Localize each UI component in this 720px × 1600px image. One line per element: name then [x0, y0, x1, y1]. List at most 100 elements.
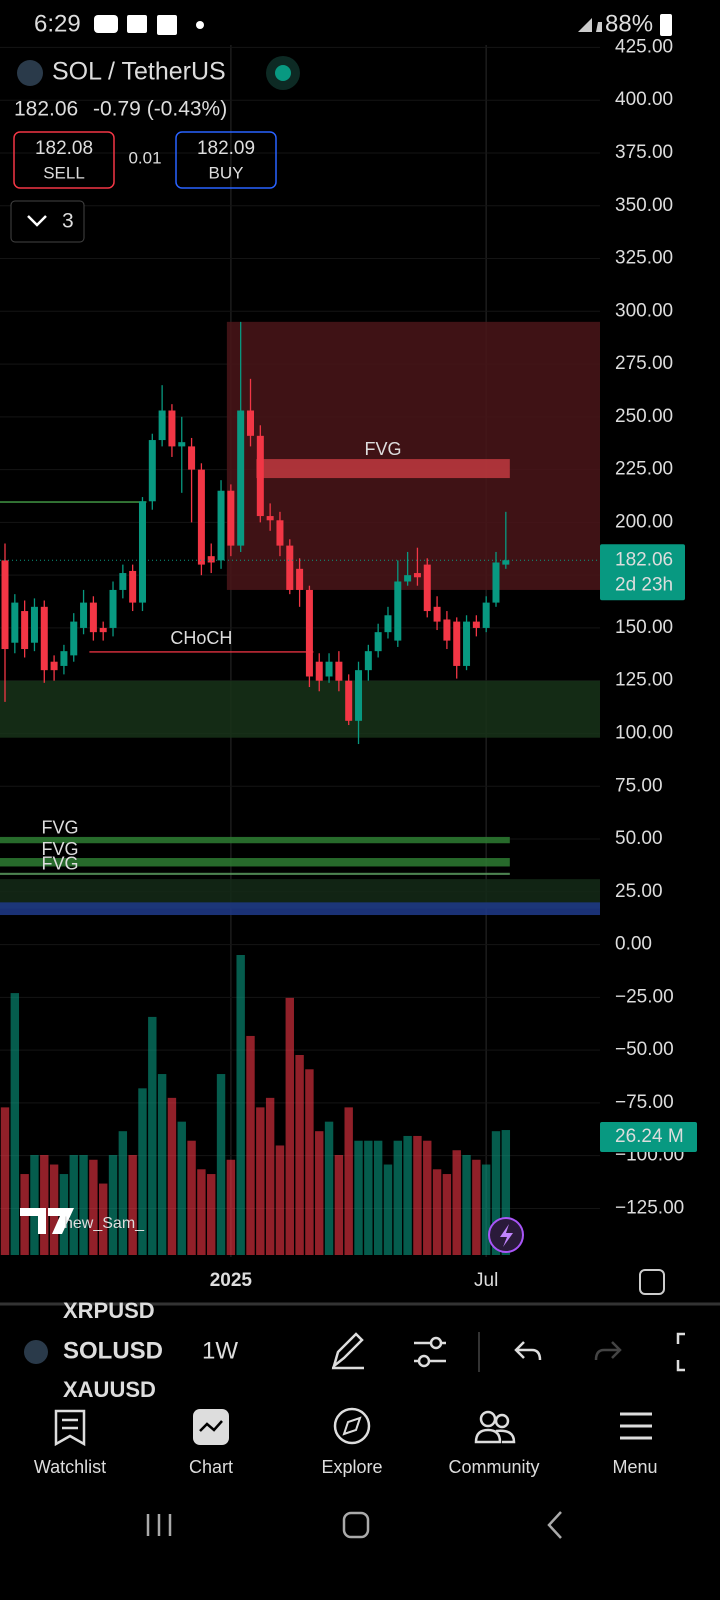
- spread: 0.01: [128, 148, 161, 167]
- fullscreen[interactable]: [676, 1332, 685, 1372]
- volume-bar: [89, 1159, 98, 1255]
- undo[interactable]: [514, 1341, 542, 1361]
- volume-bar: [157, 1074, 167, 1255]
- volume-bar: [383, 1164, 393, 1255]
- candle-body: [1, 560, 9, 650]
- candle-body: [138, 501, 146, 603]
- candle-body: [80, 602, 88, 628]
- y-tick-label: 200.00: [615, 511, 673, 532]
- nav-label[interactable]: Chart: [189, 1457, 233, 1477]
- candle-body: [443, 619, 451, 641]
- volume-bar: [275, 1145, 285, 1255]
- sell-price: 182.08: [35, 138, 93, 159]
- volume-bar: [177, 1121, 186, 1255]
- volume-bar: [501, 1130, 511, 1255]
- zone: [0, 501, 147, 503]
- volume-bar: [344, 1107, 353, 1255]
- volume-bar: [373, 1140, 383, 1255]
- candle-body: [276, 520, 284, 546]
- y-tick-label: 75.00: [615, 775, 663, 796]
- candle-body: [70, 621, 78, 656]
- candle-body: [247, 410, 254, 436]
- buy-price: 182.09: [197, 138, 255, 159]
- back-button[interactable]: [547, 1511, 562, 1539]
- volume-bar: [108, 1155, 118, 1255]
- symbol-picker[interactable]: XRPUSD SOLUSD XAUUSD: [63, 1298, 163, 1402]
- nav-icon: [494, 1413, 510, 1429]
- y-tick-label: 0.00: [615, 934, 652, 955]
- compass: [342, 1416, 362, 1436]
- candle-body: [119, 573, 127, 590]
- candle-body: [40, 606, 48, 671]
- zone: [226, 321, 600, 590]
- buy-button[interactable]: [175, 131, 277, 189]
- volume-bar: [216, 1074, 226, 1255]
- status-icon: [127, 15, 147, 33]
- candle-body: [492, 562, 500, 603]
- candle-body: [148, 440, 156, 502]
- volume-label: 26.24 M: [615, 1126, 684, 1147]
- candle-body: [207, 556, 215, 563]
- volume-bar: [423, 1140, 432, 1255]
- y-tick-label: −125.00: [615, 1197, 684, 1218]
- y-tick-label: −25.00: [615, 986, 674, 1007]
- prev-symbol: XRPUSD: [63, 1298, 155, 1323]
- candle-body: [158, 410, 166, 441]
- zone: [0, 872, 510, 875]
- candle-body: [296, 568, 304, 590]
- candle-body: [482, 602, 490, 628]
- y-tick-label: 250.00: [615, 406, 673, 427]
- nav-label[interactable]: Watchlist: [34, 1457, 106, 1477]
- volume-bar: [167, 1097, 177, 1255]
- recents-button[interactable]: [146, 1514, 172, 1536]
- candle-body: [453, 621, 461, 666]
- draw-tool[interactable]: [331, 1332, 364, 1370]
- volume-bar: [265, 1097, 275, 1255]
- volume-bar: [472, 1159, 481, 1255]
- nav-label[interactable]: Explore: [321, 1457, 382, 1477]
- volume-bar: [99, 1183, 108, 1255]
- candle-body: [99, 627, 107, 633]
- candle-body: [30, 606, 38, 643]
- volume-bar: [452, 1150, 461, 1255]
- candle-body: [325, 661, 333, 677]
- volume-bar: [207, 1174, 216, 1255]
- market-status-dot: [275, 65, 291, 81]
- current-symbol: SOLUSD: [63, 1337, 163, 1364]
- candle-body: [188, 446, 196, 470]
- home-button[interactable]: [342, 1511, 370, 1539]
- candle-body: [109, 589, 117, 628]
- volume-bar: [138, 1088, 147, 1255]
- nav-label[interactable]: Menu: [612, 1457, 657, 1477]
- redo[interactable]: [594, 1341, 622, 1361]
- zone-label: FVG: [41, 854, 78, 874]
- settings-icon[interactable]: [639, 1269, 665, 1295]
- volume-bar: [236, 955, 245, 1255]
- volume-bar: [481, 1164, 491, 1255]
- slider-knob: [429, 1336, 443, 1350]
- volume-bar: [226, 1159, 236, 1255]
- candle-body: [256, 435, 264, 517]
- nav-label[interactable]: Community: [448, 1457, 539, 1477]
- candle-body: [463, 621, 471, 666]
- y-tick-label: 125.00: [615, 670, 673, 691]
- battery-icon: [660, 14, 672, 36]
- zone: [0, 836, 510, 844]
- candle-body: [472, 621, 480, 628]
- candle-body: [266, 516, 274, 521]
- indicators-toggle[interactable]: [10, 200, 85, 243]
- battery-text: 88%: [605, 10, 653, 37]
- volume-bar: [30, 1155, 39, 1255]
- interval[interactable]: 1W: [202, 1337, 238, 1364]
- volume-bar: [285, 997, 294, 1255]
- tv-logo: [20, 1208, 74, 1234]
- nav-icon: [333, 1407, 371, 1445]
- nav-labels: Watchlist Chart Explore Community Menu: [34, 1457, 658, 1477]
- sell-button[interactable]: [13, 131, 115, 189]
- candle-body: [384, 615, 392, 633]
- status-dot: [196, 21, 204, 29]
- volume-bar: [334, 1155, 344, 1255]
- volume-bar: [305, 1069, 314, 1255]
- community-glyph: [474, 1428, 516, 1444]
